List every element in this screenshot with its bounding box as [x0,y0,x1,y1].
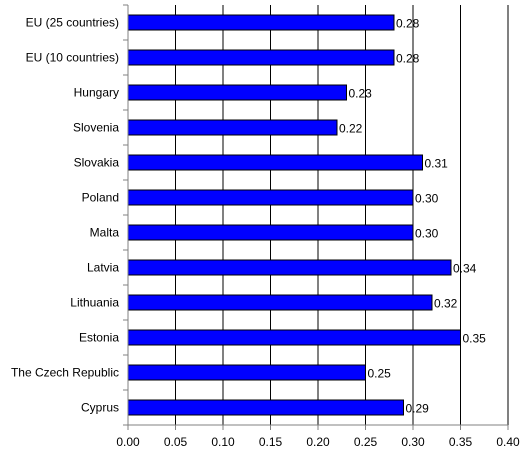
x-tick-label: 0.05 [164,435,188,449]
category-label: Estonia [79,331,119,345]
data-label: 0.28 [396,17,420,31]
data-label: 0.34 [453,262,477,276]
x-tick-label: 0.20 [306,435,330,449]
data-label: 0.23 [349,87,373,101]
category-label: EU (10 countries) [26,51,119,65]
bar [127,364,366,381]
x-tick-label: 0.25 [354,435,378,449]
data-label: 0.25 [368,367,392,381]
data-label: 0.30 [415,192,439,206]
x-tick-label: 0.00 [116,435,140,449]
x-tick-label: 0.40 [496,435,520,449]
data-label: 0.28 [396,52,420,66]
category-label: Slovakia [74,156,120,170]
x-tick-label: 0.35 [449,435,473,449]
bar [127,189,414,206]
bar [127,119,338,136]
bar [127,224,414,241]
data-label: 0.32 [434,297,458,311]
bar [127,49,395,66]
category-label: EU (25 countries) [26,16,119,30]
x-tick-label: 0.30 [401,435,425,449]
x-tick-label: 0.15 [259,435,283,449]
data-label: 0.29 [406,402,430,416]
category-label: Slovenia [73,121,119,135]
grid-lines [175,5,509,425]
axes [123,4,509,430]
category-label: Cyprus [81,401,119,415]
bar [127,399,404,416]
bar [127,294,433,311]
category-label: The Czech Republic [11,366,119,380]
bars [127,14,461,416]
data-label: 0.30 [415,227,439,241]
data-label: 0.31 [425,157,449,171]
bar [127,329,461,346]
bar [127,154,423,171]
data-label: 0.22 [339,122,363,136]
x-tick-label: 0.10 [211,435,235,449]
category-label: Lithuania [70,296,119,310]
category-label: Hungary [74,86,119,100]
category-label: Latvia [87,261,119,275]
data-label: 0.35 [463,332,487,346]
bar [127,84,347,101]
bar [127,259,452,276]
category-label: Poland [82,191,119,205]
category-label: Malta [90,226,120,240]
labels: 0.00 0.05 0.10 0.15 0.20 0.25 0.30 0.35 0.40 EU (… [11,16,520,450]
bar [127,14,395,31]
